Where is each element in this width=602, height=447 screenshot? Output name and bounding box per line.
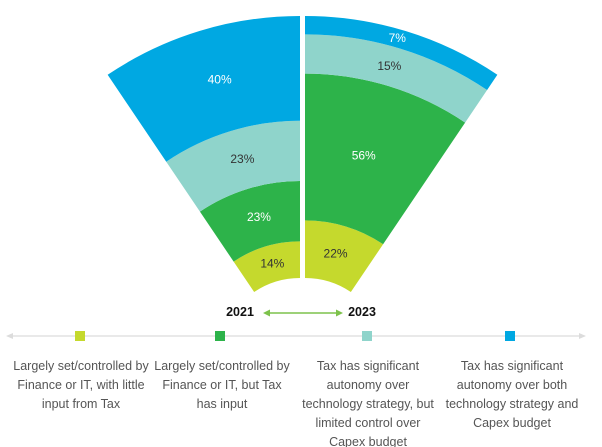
legend-label: Largely set/controlled by Finance or IT,… <box>13 359 149 411</box>
data-label: 15% <box>377 59 401 73</box>
band-2023-2 <box>305 34 488 123</box>
band-2021-1 <box>199 181 300 262</box>
band-2023-0 <box>305 220 384 293</box>
year-label-2023: 2023 <box>348 305 376 319</box>
band-2021-2 <box>166 120 300 212</box>
legend-label: Tax has significant autonomy over both t… <box>445 359 579 430</box>
data-label: 56% <box>352 148 376 162</box>
data-label: 7% <box>389 31 407 45</box>
double-arrow-icon <box>263 309 343 317</box>
legend-axis-line <box>6 333 586 339</box>
legend-label: Largely set/controlled by Finance or IT,… <box>154 359 290 411</box>
band-2023-3 <box>305 16 498 91</box>
band-2021-3 <box>107 16 301 162</box>
year-label-2021: 2021 <box>226 305 254 319</box>
legend-swatch-blue <box>505 331 515 341</box>
data-label: 23% <box>247 210 271 224</box>
data-label: 23% <box>230 152 254 166</box>
legend-swatch-teal <box>362 331 372 341</box>
data-label: 22% <box>324 246 348 260</box>
band-2023-1 <box>305 73 466 245</box>
data-label: 14% <box>260 257 284 271</box>
legend-label: Tax has significant autonomy over techno… <box>302 359 434 447</box>
legend-swatch-green <box>215 331 225 341</box>
band-2021-0 <box>233 241 300 293</box>
legend-swatch-lime <box>75 331 85 341</box>
data-label: 40% <box>208 73 232 87</box>
